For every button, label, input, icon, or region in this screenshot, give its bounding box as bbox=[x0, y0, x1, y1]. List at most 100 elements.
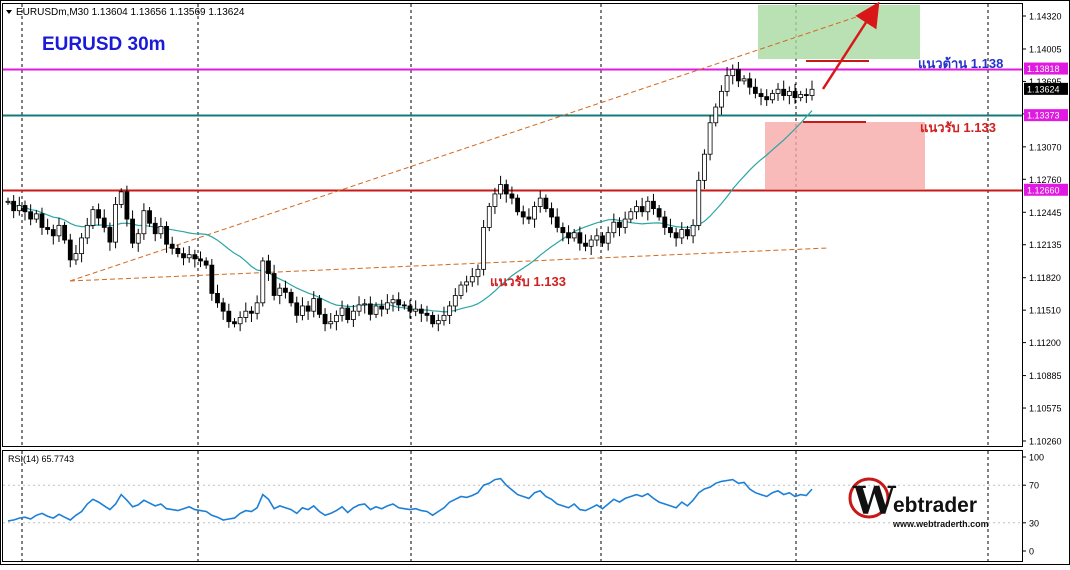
candle-bear bbox=[198, 258, 203, 262]
candle-bull bbox=[441, 314, 447, 322]
candle-bear bbox=[11, 200, 17, 212]
rsi-tick-label: 30 bbox=[1029, 518, 1039, 528]
price-tick-label: 1.12760 bbox=[1029, 175, 1062, 185]
candle-bear bbox=[220, 302, 226, 312]
candle-bear bbox=[520, 211, 526, 218]
candle-bear bbox=[288, 291, 294, 304]
candle-bear bbox=[203, 260, 209, 266]
candle-bear bbox=[424, 312, 430, 316]
candle-bull bbox=[277, 287, 283, 296]
candle-bear bbox=[169, 243, 175, 249]
candle-bear bbox=[407, 305, 413, 312]
candle-bear bbox=[747, 78, 753, 88]
candle-bull bbox=[260, 260, 266, 304]
rsi-tick-label: 0 bbox=[1029, 547, 1034, 557]
lower-trendline[interactable] bbox=[69, 247, 829, 282]
candle-bull bbox=[611, 221, 617, 234]
candle-bull bbox=[605, 232, 611, 244]
candle-bear bbox=[22, 205, 28, 213]
arrow-up-icon bbox=[821, 1, 880, 90]
candle-bear bbox=[101, 217, 107, 228]
candle-bear bbox=[345, 307, 351, 320]
candle-bear bbox=[430, 314, 436, 325]
rsi-label: RSI(14) 65.7743 bbox=[8, 454, 74, 464]
price-tick-label: 1.10575 bbox=[1029, 404, 1062, 414]
vertical-grid bbox=[21, 4, 989, 561]
candle-bear bbox=[367, 303, 373, 315]
candle-bear bbox=[147, 210, 152, 224]
candle-bull bbox=[702, 153, 707, 181]
candle-bull bbox=[713, 106, 719, 124]
candle-bear bbox=[639, 206, 645, 213]
upper-trendline[interactable] bbox=[69, 12, 869, 282]
candle-bull bbox=[707, 122, 713, 155]
candle-bull bbox=[498, 184, 503, 195]
candle-bear bbox=[249, 310, 254, 314]
logo-url: www.webtraderth.com bbox=[892, 519, 989, 529]
candle-bear bbox=[62, 224, 68, 241]
candle-bear bbox=[305, 305, 311, 312]
resistance-label: แนวต้าน 1.138 bbox=[918, 56, 1003, 71]
candle-bull bbox=[447, 305, 453, 316]
price-tick-label: 1.12445 bbox=[1029, 208, 1062, 218]
candle-bear bbox=[181, 253, 186, 259]
main-plot-frame bbox=[2, 3, 1023, 447]
candle-bull bbox=[73, 253, 79, 261]
candle-bear bbox=[266, 260, 271, 274]
candle-bear bbox=[549, 208, 554, 218]
candle-bear bbox=[735, 68, 741, 82]
candle-bull bbox=[486, 206, 492, 228]
price-tick-label: 1.13695 bbox=[1029, 77, 1062, 87]
candle-bull bbox=[634, 206, 639, 213]
horizontal-lines bbox=[3, 68, 1022, 192]
price-label-text: 1.13624 bbox=[1027, 84, 1060, 94]
candle-bear bbox=[764, 96, 770, 101]
logo-initial: W bbox=[852, 478, 897, 523]
candle-bear bbox=[668, 227, 673, 234]
candle-bear bbox=[39, 213, 45, 228]
candle-bull bbox=[469, 276, 475, 283]
candle-bull bbox=[481, 227, 487, 270]
candle-bull bbox=[532, 206, 537, 220]
candle-bull bbox=[356, 304, 362, 312]
rsi-plot-frame bbox=[2, 450, 1023, 562]
candle-bear bbox=[685, 229, 690, 237]
candle-bear bbox=[526, 216, 532, 220]
candle-bull bbox=[594, 235, 600, 241]
candle-bull bbox=[622, 218, 628, 228]
candle-bull bbox=[464, 281, 470, 286]
candle-bull bbox=[628, 211, 634, 220]
trend-lines bbox=[69, 12, 869, 282]
price-tick-label: 1.11820 bbox=[1029, 273, 1061, 283]
candle-bear bbox=[577, 232, 583, 244]
candle-bear bbox=[294, 302, 300, 316]
candle-bull bbox=[373, 305, 379, 315]
price-tick-label: 1.10885 bbox=[1029, 371, 1062, 381]
candle-bull bbox=[730, 68, 736, 77]
candle-bull bbox=[775, 88, 781, 94]
candle-bull bbox=[339, 307, 345, 316]
candle-bear bbox=[28, 211, 34, 220]
candle-bull bbox=[390, 299, 396, 304]
candle-bull bbox=[16, 205, 22, 212]
price-axis: 1.143201.140051.136951.133851.130701.127… bbox=[1022, 12, 1068, 447]
candle-bear bbox=[271, 273, 277, 296]
candle-bear bbox=[232, 321, 237, 325]
candle-bull bbox=[237, 317, 243, 325]
candle-bull bbox=[492, 193, 498, 207]
candle-bear bbox=[317, 298, 322, 315]
candle-bear bbox=[96, 209, 101, 219]
candle-bull bbox=[350, 310, 356, 320]
chevron-down-icon[interactable] bbox=[6, 10, 12, 14]
candle-bull bbox=[719, 90, 724, 108]
candle-bear bbox=[192, 254, 198, 260]
candle-bear bbox=[503, 184, 509, 195]
candle-bear bbox=[175, 247, 181, 255]
candle-bear bbox=[215, 293, 220, 304]
candle-bear bbox=[617, 221, 622, 228]
candle-bear bbox=[418, 308, 424, 314]
support-label-2: แนวรับ 1.133 bbox=[490, 274, 566, 289]
price-tick-label: 1.11200 bbox=[1029, 338, 1061, 348]
